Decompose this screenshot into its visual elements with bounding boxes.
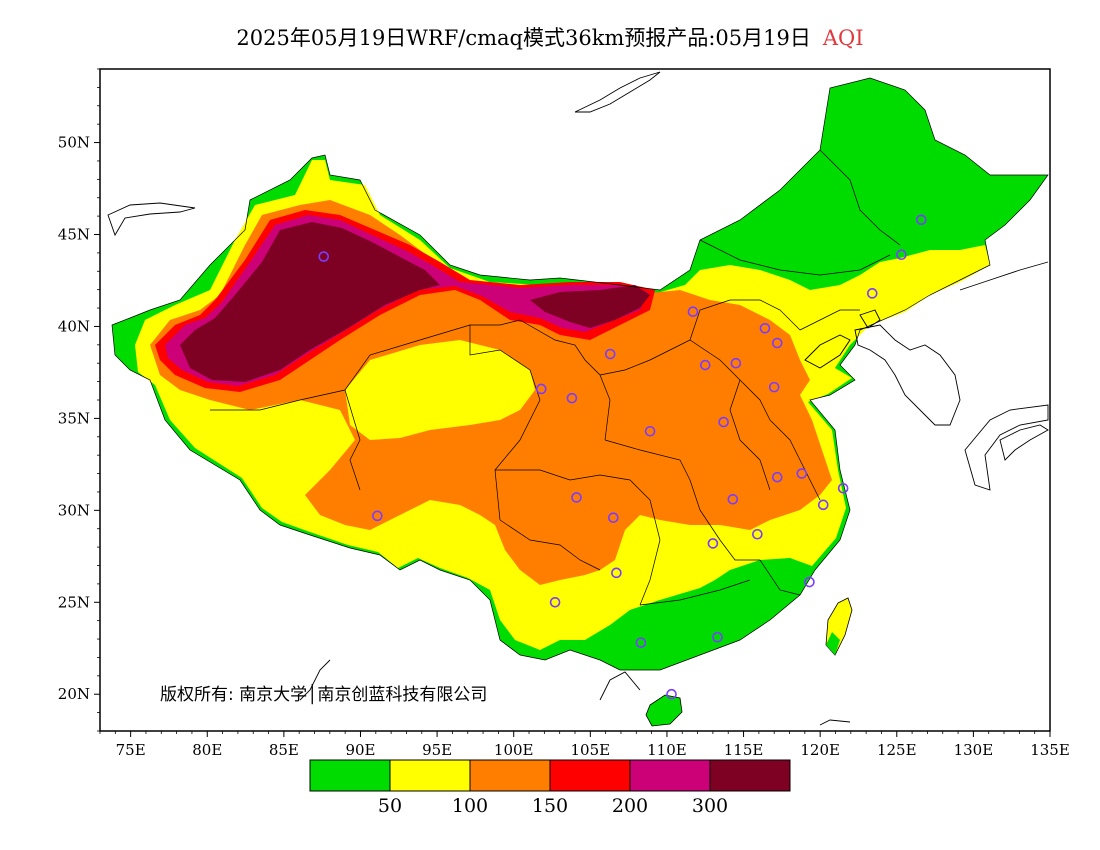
station-marker: [571, 492, 582, 503]
x-tick-label: 120E: [800, 741, 840, 759]
y-tick-label: 25N: [58, 593, 90, 611]
legend-swatch: [629, 759, 711, 792]
station-marker: [771, 337, 783, 349]
x-tick-label: 105E: [571, 741, 611, 759]
station-marker: [718, 416, 729, 428]
map-title: 2025年05月19日WRF/cmaq模式36km预报产品:05月19日 AQI: [0, 22, 1100, 52]
x-tick-label: 135E: [1030, 741, 1070, 759]
coastlines: [107, 71, 1049, 726]
x-tick-label: 75E: [116, 741, 146, 759]
x-tick-label: 85E: [269, 741, 299, 759]
x-tick-label: 115E: [724, 741, 764, 759]
station-marker: [608, 512, 619, 523]
legend-swatch: [709, 759, 791, 792]
y-tick-label: 20N: [58, 685, 90, 703]
title-variable: AQI: [822, 26, 864, 50]
x-tick-label: 80E: [192, 741, 222, 759]
legend-swatch: [549, 759, 631, 792]
station-marker: [549, 596, 561, 608]
station-marker: [759, 322, 771, 334]
province-boundaries: [111, 77, 1049, 671]
station-marker: [727, 493, 739, 505]
legend-swatch: [309, 759, 391, 792]
x-tick-label: 125E: [877, 741, 917, 759]
station-marker: [687, 306, 699, 318]
x-tick-label: 110E: [647, 741, 687, 759]
x-tick-label: 90E: [345, 741, 375, 759]
y-tick-label: 50N: [58, 134, 90, 152]
region-green-south: [612, 558, 812, 670]
station-marker: [644, 425, 656, 437]
station-marker: [712, 631, 723, 643]
station-marker: [604, 348, 616, 360]
copyright-text: 版权所有: 南京大学│南京创蓝科技有限公司: [160, 685, 488, 705]
station-marker: [730, 357, 742, 369]
station-marker: [566, 392, 578, 404]
station-marker: [768, 381, 780, 393]
station-marker: [611, 567, 622, 579]
station-marker: [796, 468, 808, 479]
station-marker: [699, 359, 711, 371]
legend-swatch: [389, 759, 471, 792]
x-axis: 75E 80E 85E 90E 95E 100E 105E 110E 115E 120E 125E 1…: [99, 731, 1070, 759]
legend: 50 100 150 200 300: [309, 759, 791, 817]
station-marker: [372, 510, 383, 522]
y-tick-label: 30N: [58, 501, 90, 519]
x-tick-label: 100E: [494, 741, 534, 759]
station-marker: [707, 538, 719, 549]
y-tick-label: 35N: [58, 409, 90, 427]
map-plot-area: [100, 69, 1050, 731]
legend-label: 100: [452, 795, 488, 817]
x-tick-label: 95E: [422, 741, 452, 759]
station-marker: [318, 251, 330, 262]
legend-swatch: [469, 759, 551, 792]
station-marker: [771, 471, 783, 483]
region-yellow-plateau: [345, 340, 535, 440]
title-main: 2025年05月19日WRF/cmaq模式36km预报产品:05月19日: [236, 26, 811, 50]
y-tick-label: 40N: [58, 317, 90, 335]
station-marker: [866, 288, 878, 299]
station-marker: [837, 482, 849, 494]
station-marker: [896, 249, 907, 261]
y-axis: 20N 25N 30N 35N 40N 45N 50N: [58, 68, 100, 732]
station-marker: [752, 528, 763, 540]
legend-label: 50: [378, 795, 402, 817]
legend-label: 150: [532, 795, 568, 817]
taiwan-south-green: [826, 632, 840, 655]
station-marker: [635, 637, 647, 649]
y-tick-label: 45N: [58, 226, 90, 244]
station-marker: [535, 383, 547, 395]
station-marker: [804, 576, 815, 588]
legend-label: 200: [612, 795, 648, 817]
x-tick-label: 130E: [954, 741, 994, 759]
city-stations: [318, 214, 927, 700]
station-marker: [915, 214, 927, 226]
station-marker: [817, 499, 829, 511]
station-marker: [666, 688, 677, 700]
region-maroon: [180, 222, 650, 382]
legend-label: 300: [692, 795, 728, 817]
